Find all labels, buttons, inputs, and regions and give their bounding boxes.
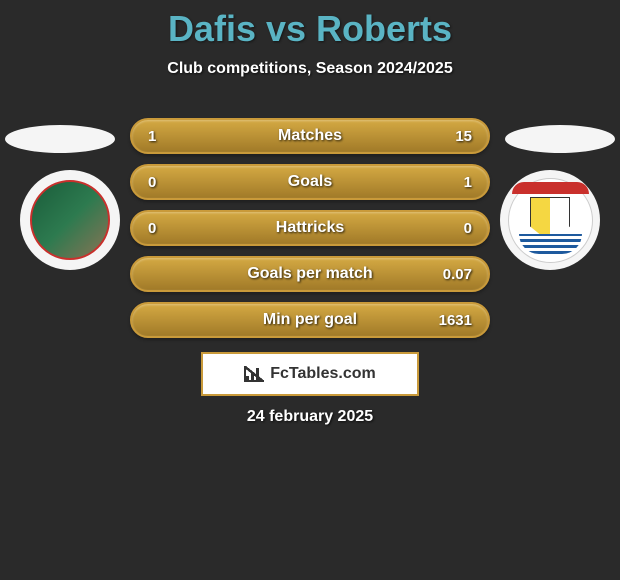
subtitle: Club competitions, Season 2024/2025 <box>0 60 620 78</box>
stat-left-value: 1 <box>148 128 178 145</box>
brand-text: FcTables.com <box>270 365 376 383</box>
player-photo-right <box>505 125 615 153</box>
stat-right-value: 1631 <box>439 312 472 329</box>
stat-label: Goals <box>288 173 332 191</box>
brand-box[interactable]: FcTables.com <box>201 352 419 396</box>
stat-right-value: 0.07 <box>442 266 472 283</box>
stat-left-value: 0 <box>148 174 178 191</box>
stat-right-value: 15 <box>442 128 472 145</box>
player-photo-left <box>5 125 115 153</box>
stat-label: Goals per match <box>247 265 372 283</box>
stat-right-value: 0 <box>442 220 472 237</box>
stat-row-goals: 0 Goals 1 <box>130 164 490 200</box>
stat-right-value: 1 <box>442 174 472 191</box>
page-title: Dafis vs Roberts <box>0 0 620 50</box>
stat-label: Hattricks <box>276 219 344 237</box>
shield-icon <box>508 178 593 263</box>
shield-icon <box>30 180 110 260</box>
club-badge-right <box>500 170 600 270</box>
stat-label: Min per goal <box>263 311 357 329</box>
stat-row-goals-per-match: Goals per match 0.07 <box>130 256 490 292</box>
stats-container: 1 Matches 15 0 Goals 1 0 Hattricks 0 Goa… <box>130 118 490 348</box>
club-badge-left <box>20 170 120 270</box>
stat-row-matches: 1 Matches 15 <box>130 118 490 154</box>
date-text: 24 february 2025 <box>247 408 373 426</box>
chart-icon <box>244 366 264 382</box>
stat-row-hattricks: 0 Hattricks 0 <box>130 210 490 246</box>
stat-label: Matches <box>278 127 342 145</box>
stat-left-value: 0 <box>148 220 178 237</box>
crest-icon <box>530 197 570 243</box>
stat-row-min-per-goal: Min per goal 1631 <box>130 302 490 338</box>
